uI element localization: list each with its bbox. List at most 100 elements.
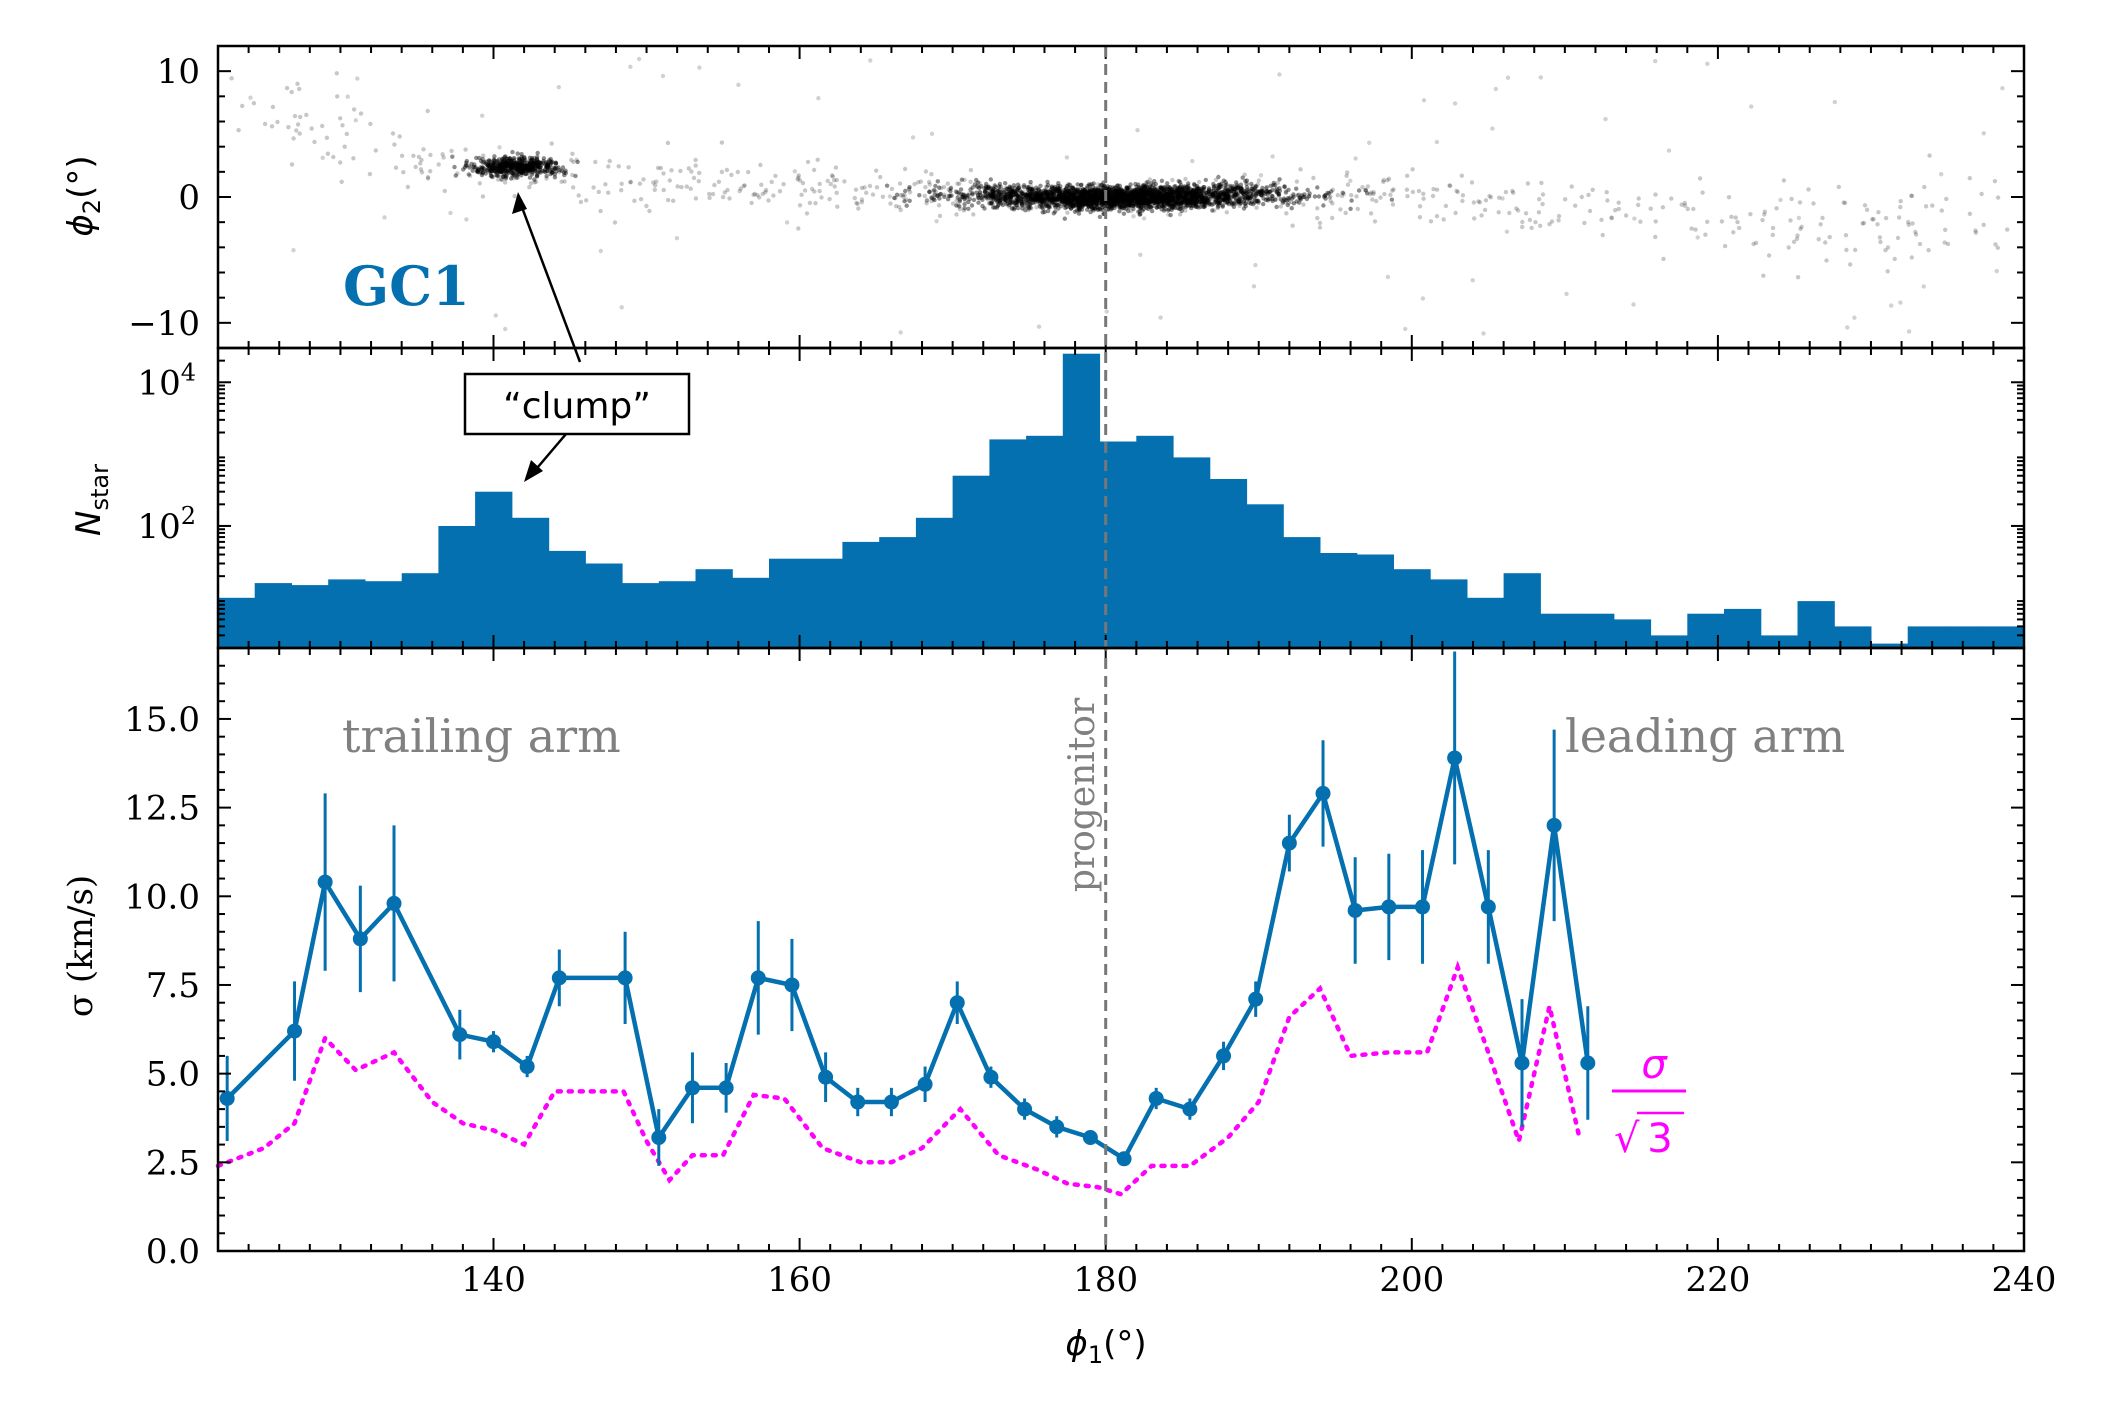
star-point <box>532 166 538 171</box>
star-point <box>638 197 644 202</box>
star-point <box>515 168 521 173</box>
star-point <box>1217 184 1222 189</box>
star-point <box>1178 183 1184 188</box>
star-point <box>1048 187 1054 192</box>
star-point <box>1265 196 1270 201</box>
star-point <box>536 165 541 170</box>
histogram-bar <box>1246 504 1284 648</box>
star-point <box>1061 194 1067 199</box>
star-point <box>504 156 509 161</box>
star-point <box>533 179 539 184</box>
star-point <box>335 94 340 99</box>
star-point <box>796 175 801 180</box>
star-point <box>1046 205 1051 210</box>
star-point <box>1140 200 1145 205</box>
star-point <box>526 163 531 169</box>
star-point <box>452 164 457 170</box>
star-point <box>491 163 496 168</box>
star-point <box>554 169 559 174</box>
star-point <box>1995 195 2001 200</box>
star-point <box>1315 215 1320 221</box>
star-point <box>1726 195 1732 200</box>
star-point <box>1188 192 1194 197</box>
sigma-polyline <box>225 755 1591 1162</box>
star-point <box>534 163 540 168</box>
star-point <box>893 204 899 209</box>
star-point <box>1167 194 1172 199</box>
star-point <box>1097 192 1102 197</box>
star-point <box>957 197 962 202</box>
star-point <box>1174 202 1179 208</box>
star-point <box>483 159 489 164</box>
star-point <box>538 164 543 170</box>
star-point <box>736 82 741 88</box>
star-point <box>1820 215 1825 221</box>
star-point <box>345 94 350 99</box>
star-point <box>1236 200 1242 205</box>
star-point <box>1075 199 1081 204</box>
star-point <box>482 166 487 172</box>
star-point <box>542 167 548 172</box>
sigma-root3-legend: σ √ 3 <box>1612 1042 1686 1162</box>
star-point <box>575 159 580 165</box>
star-point <box>1220 204 1225 209</box>
star-point <box>504 160 509 166</box>
star-point <box>466 172 471 177</box>
star-point <box>1100 201 1105 206</box>
star-point <box>1007 184 1012 189</box>
star-point <box>1090 194 1095 199</box>
star-point <box>295 122 301 127</box>
star-point <box>504 174 509 179</box>
sigma-point <box>750 970 766 986</box>
star-point <box>517 161 522 166</box>
star-point <box>1405 173 1410 178</box>
star-point <box>531 165 536 170</box>
star-point <box>528 167 533 173</box>
figure-label: GC1 <box>343 254 470 318</box>
sigma-point <box>983 1069 999 1085</box>
star-point <box>491 157 497 162</box>
star-point <box>1844 247 1849 253</box>
star-point <box>351 156 356 161</box>
star-point <box>819 195 824 200</box>
star-point <box>1030 186 1035 191</box>
star-point <box>474 168 480 174</box>
star-point <box>286 125 291 130</box>
star-point <box>1267 189 1272 195</box>
star-point <box>527 162 533 167</box>
star-point <box>515 175 520 180</box>
star-point <box>549 170 555 175</box>
star-point <box>1259 188 1264 193</box>
star-point <box>667 178 672 183</box>
star-point <box>1097 206 1102 211</box>
star-point <box>541 158 546 164</box>
y-tick-label: 10.0 <box>124 877 200 917</box>
star-point <box>1799 224 1804 229</box>
star-point <box>1149 193 1154 199</box>
star-point <box>1053 189 1058 194</box>
star-point <box>1125 188 1130 193</box>
star-point <box>828 181 833 187</box>
star-point <box>464 160 469 165</box>
bottom-y-axis-label: σ (km/s) <box>61 875 101 1017</box>
star-point <box>1878 239 1883 245</box>
star-point <box>512 173 517 178</box>
star-point <box>1065 210 1070 215</box>
star-point <box>1511 190 1516 195</box>
star-point <box>1327 195 1332 200</box>
star-point <box>522 158 527 163</box>
star-point <box>1378 195 1383 200</box>
star-point <box>1253 193 1259 199</box>
star-point <box>1345 182 1351 187</box>
star-point <box>1225 196 1231 201</box>
star-point <box>1556 213 1562 219</box>
star-point <box>552 172 557 177</box>
star-point <box>504 161 510 166</box>
star-point <box>1167 193 1173 199</box>
star-point <box>320 123 325 129</box>
star-point <box>755 192 760 198</box>
star-point <box>957 206 963 212</box>
star-point <box>697 65 702 70</box>
star-point <box>1145 179 1150 185</box>
star-point <box>511 169 516 174</box>
